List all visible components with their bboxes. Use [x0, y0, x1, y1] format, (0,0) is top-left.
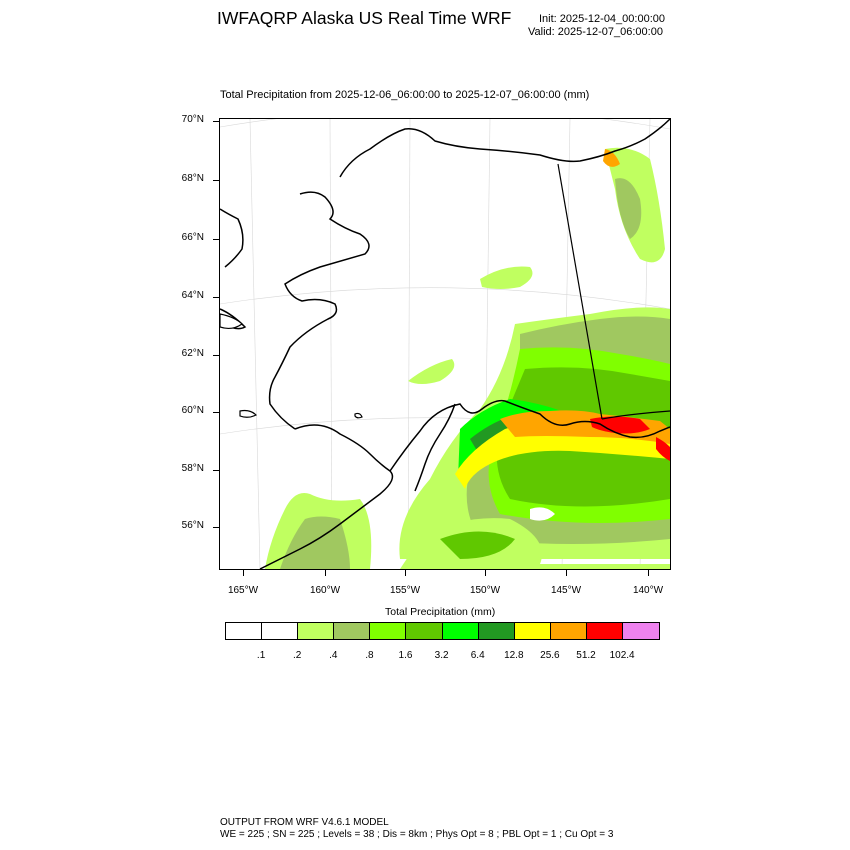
colorbar-swatch: [406, 623, 443, 639]
colorbar-swatch: [370, 623, 407, 639]
colorbar: [225, 622, 661, 640]
precipitation-field: [265, 147, 670, 569]
colorbar-label: 25.6: [540, 650, 560, 661]
lon-tick: [648, 570, 649, 576]
lat-tick: [213, 121, 219, 122]
lat-tick: [213, 297, 219, 298]
lon-tick: [566, 570, 567, 576]
lon-label-150: 150°W: [469, 585, 501, 596]
coastline: [220, 119, 670, 569]
colorbar-label: 12.8: [504, 650, 524, 661]
colorbar-swatch: [478, 623, 515, 639]
precipitation-map: [219, 118, 671, 570]
lat-tick: [213, 180, 219, 181]
colorbar-label: 1.6: [398, 650, 413, 661]
colorbar-label: .4: [329, 650, 338, 661]
model-title: IWFAQRP Alaska US Real Time WRF: [217, 8, 512, 28]
map-canvas: [220, 119, 670, 569]
lat-label-68: 68°N: [181, 173, 204, 184]
colorbar-swatch: [586, 623, 624, 639]
lat-label-70: 70°N: [181, 114, 204, 125]
lon-label-140: 140°W: [632, 585, 664, 596]
lat-label-64: 64°N: [181, 290, 204, 301]
lon-label-160: 160°W: [309, 585, 341, 596]
lat-label-62: 62°N: [181, 348, 204, 359]
lon-tick: [485, 570, 486, 576]
colorbar-swatch: [442, 623, 479, 639]
lon-label-165: 165°W: [227, 585, 259, 596]
valid-time: Valid: 2025-12-07_06:00:00: [528, 26, 663, 38]
lon-label-145: 145°W: [550, 585, 582, 596]
colorbar-label: .2: [293, 650, 302, 661]
lon-label-155: 155°W: [389, 585, 421, 596]
lat-label-60: 60°N: [181, 405, 204, 416]
colorbar-label: .8: [365, 650, 374, 661]
colorbar-title: Total Precipitation (mm): [385, 606, 496, 618]
lon-tick: [325, 570, 326, 576]
colorbar-label: 6.4: [470, 650, 485, 661]
model-info-line2: WE = 225 ; SN = 225 ; Levels = 38 ; Dis …: [220, 829, 614, 840]
colorbar-swatch: [514, 623, 551, 639]
lat-tick: [213, 412, 219, 413]
lat-tick: [213, 527, 219, 528]
lat-label-58: 58°N: [181, 463, 204, 474]
colorbar-label: 51.2: [576, 650, 596, 661]
colorbar-label: 102.4: [609, 650, 635, 661]
colorbar-swatch: [298, 623, 335, 639]
colorbar-swatch: [550, 623, 587, 639]
lon-tick: [243, 570, 244, 576]
colorbar-label: .1: [256, 650, 266, 661]
colorbar-label: 3.2: [434, 650, 449, 661]
colorbar-swatch: [623, 623, 660, 639]
model-info-line1: OUTPUT FROM WRF V4.6.1 MODEL: [220, 817, 389, 828]
lon-tick: [405, 570, 406, 576]
init-time: Init: 2025-12-04_00:00:00: [539, 13, 665, 25]
lat-tick: [213, 239, 219, 240]
islands: [220, 313, 363, 419]
lat-label-56: 56°N: [181, 520, 204, 531]
political-border: [557, 163, 670, 420]
lat-label-66: 66°N: [181, 232, 204, 243]
colorbar-swatch: [334, 623, 371, 639]
colorbar-swatch: [226, 623, 263, 639]
colorbar-swatch: [262, 623, 299, 639]
lat-tick: [213, 470, 219, 471]
lat-tick: [213, 355, 219, 356]
plot-title: Total Precipitation from 2025-12-06_06:0…: [220, 89, 590, 101]
